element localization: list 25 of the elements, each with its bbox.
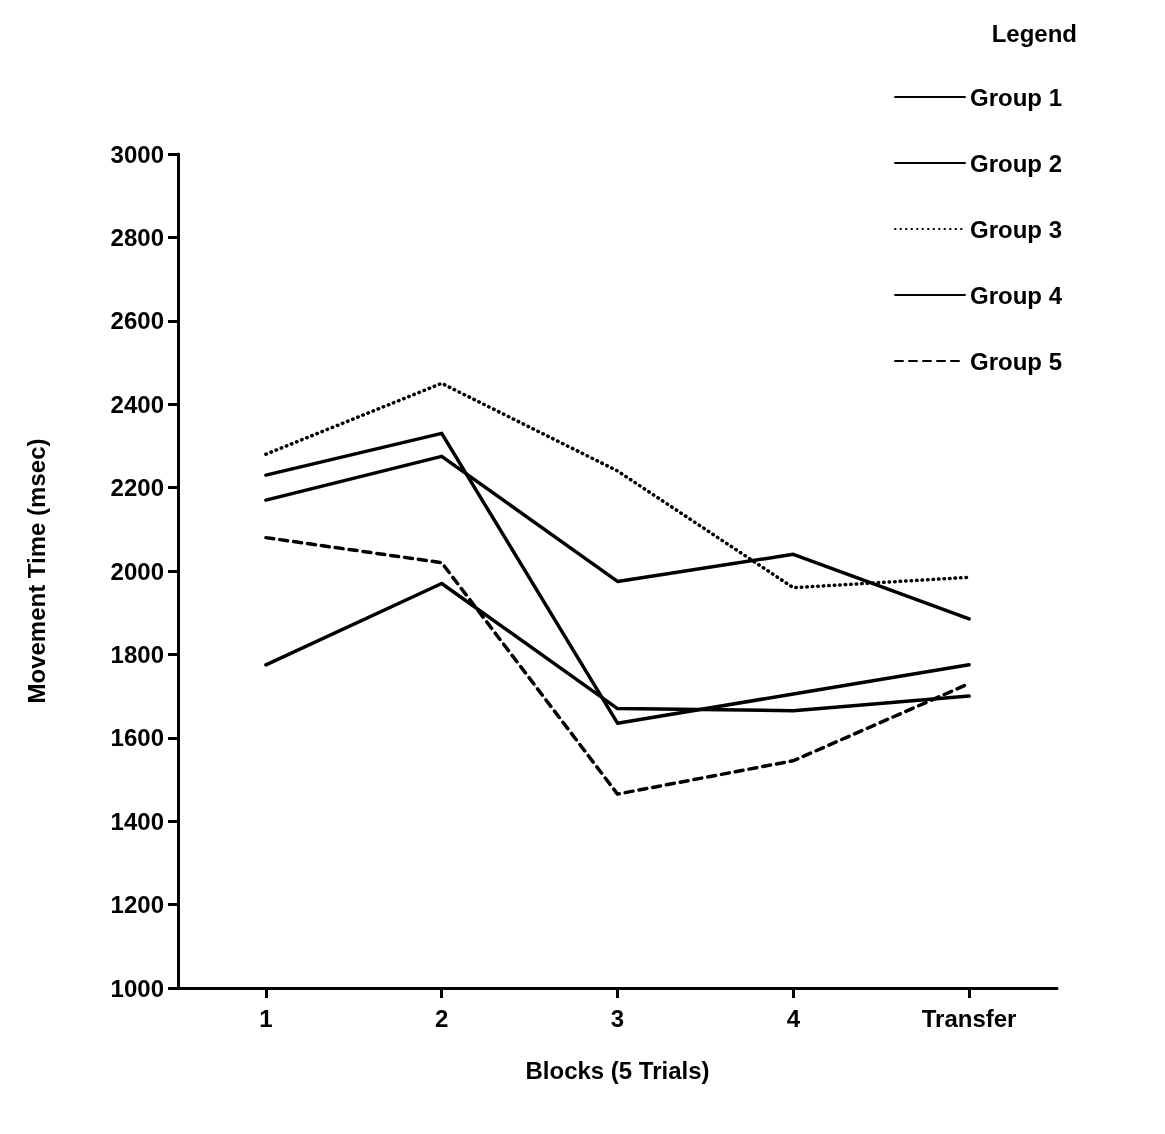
- y-tick-label: 1400: [110, 807, 164, 835]
- x-tick-label: 2: [435, 1004, 449, 1032]
- legend-title: Legend: [991, 19, 1078, 47]
- y-tick-label: 2200: [110, 474, 164, 502]
- legend-label: Group 5: [970, 347, 1063, 375]
- x-tick-label: 1: [259, 1004, 273, 1032]
- y-tick-label: 1000: [110, 974, 164, 1002]
- x-tick-label: Transfer: [921, 1004, 1017, 1032]
- y-tick-label: 1800: [110, 640, 164, 668]
- x-tick-label: 3: [610, 1004, 625, 1032]
- legend-label: Group 1: [970, 83, 1063, 111]
- y-tick-label: 2000: [110, 557, 164, 585]
- legend-label: Group 4: [970, 281, 1063, 309]
- y-tick-label: 2800: [110, 223, 164, 251]
- legend-label: Group 3: [970, 215, 1063, 243]
- y-tick-label: 3000: [110, 140, 164, 168]
- x-axis-title: Blocks (5 Trials): [525, 1056, 710, 1084]
- line-series: [264, 431, 971, 725]
- legend-label: Group 2: [970, 149, 1063, 177]
- y-tick-label: 2400: [110, 390, 164, 418]
- y-axis-title: Movement Time (msec): [22, 438, 50, 704]
- y-tick-label: 1200: [110, 891, 164, 919]
- y-tick-label: 2600: [110, 307, 164, 335]
- y-tick-label: 1600: [110, 724, 164, 752]
- x-tick-label: 4: [786, 1004, 801, 1032]
